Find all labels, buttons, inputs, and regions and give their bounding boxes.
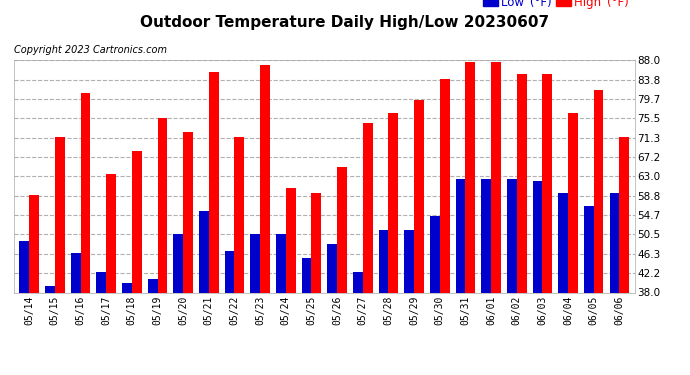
Bar <box>610 192 620 375</box>
Bar <box>199 211 209 375</box>
Bar <box>363 123 373 375</box>
Bar <box>482 178 491 375</box>
Bar <box>45 285 55 375</box>
Bar <box>327 244 337 375</box>
Bar <box>157 118 167 375</box>
Bar <box>29 195 39 375</box>
Bar <box>302 258 311 375</box>
Bar <box>122 283 132 375</box>
Text: Copyright 2023 Cartronics.com: Copyright 2023 Cartronics.com <box>14 45 167 55</box>
Bar <box>388 114 398 375</box>
Bar <box>542 74 552 375</box>
Bar <box>379 230 388 375</box>
Text: Outdoor Temperature Daily High/Low 20230607: Outdoor Temperature Daily High/Low 20230… <box>141 15 549 30</box>
Bar <box>568 114 578 375</box>
Bar <box>71 253 81 375</box>
Bar <box>148 279 157 375</box>
Bar <box>620 137 629 375</box>
Bar <box>106 174 116 375</box>
Bar <box>593 90 604 375</box>
Bar <box>353 272 363 375</box>
Bar <box>19 242 29 375</box>
Bar <box>209 72 219 375</box>
Legend: Low (°F), High (°F): Low (°F), High (°F) <box>484 0 629 9</box>
Bar <box>337 167 347 375</box>
Bar <box>584 207 593 375</box>
Bar <box>455 178 466 375</box>
Bar <box>173 234 183 375</box>
Bar <box>466 62 475 375</box>
Bar <box>132 151 141 375</box>
Bar <box>491 62 501 375</box>
Bar <box>183 132 193 375</box>
Bar <box>235 137 244 375</box>
Bar <box>286 188 295 375</box>
Bar <box>414 99 424 375</box>
Bar <box>97 272 106 375</box>
Bar <box>81 93 90 375</box>
Bar <box>517 74 526 375</box>
Bar <box>404 230 414 375</box>
Bar <box>250 234 260 375</box>
Bar <box>558 192 568 375</box>
Bar <box>311 192 322 375</box>
Bar <box>55 137 65 375</box>
Bar <box>533 181 542 375</box>
Bar <box>430 216 440 375</box>
Bar <box>440 79 449 375</box>
Bar <box>507 178 517 375</box>
Bar <box>260 64 270 375</box>
Bar <box>276 234 286 375</box>
Bar <box>225 251 235 375</box>
